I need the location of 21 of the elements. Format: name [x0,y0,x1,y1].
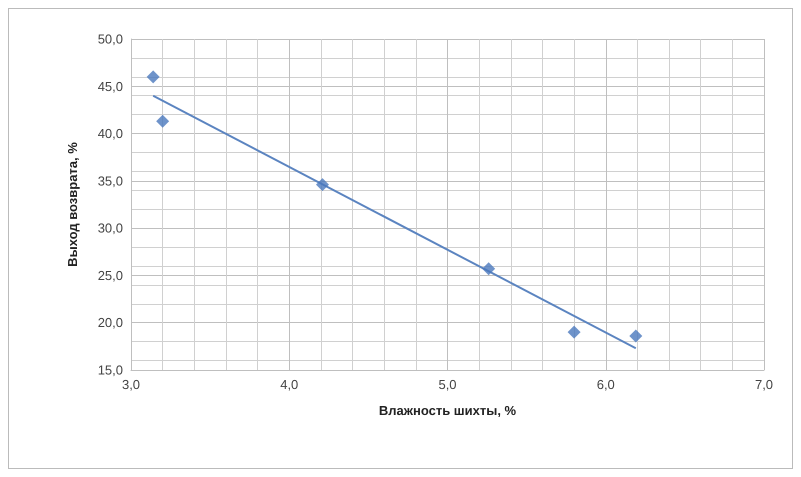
y-tick-label: 25,0 [98,268,123,283]
point [156,114,170,128]
y-tick-label: 50,0 [98,32,123,46]
y-axis-title: Выход возврата, % [65,142,80,267]
y-tick-label: 45,0 [98,78,123,94]
x-axis-title: Влажность шихты, % [378,403,517,418]
point [482,262,496,276]
point [146,70,160,84]
y-tick-label: 15,0 [98,362,123,378]
point [568,326,581,339]
y-tick-label: 30,0 [98,220,123,236]
point [316,178,329,192]
x-tick-label: 6,0 [596,377,615,392]
y-tick-label: 35,0 [98,173,123,188]
x-tick-label: 5,0 [438,377,457,392]
x-tick-label: 7,0 [754,377,774,392]
x-tick-label: 4,0 [280,377,298,392]
x-tick-label: 3,0 [122,377,140,392]
y-tick-label: 20,0 [98,315,123,330]
point [629,329,642,342]
y-tick-label: 40,0 [98,126,123,142]
